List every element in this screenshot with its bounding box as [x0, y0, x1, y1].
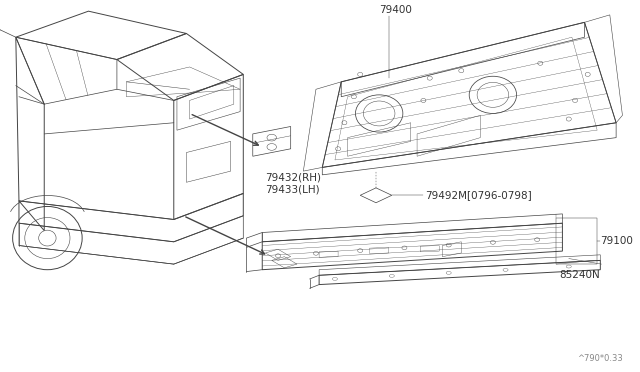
Text: 79492M[0796-0798]: 79492M[0796-0798]	[425, 190, 531, 200]
Text: ^790*0.33: ^790*0.33	[577, 354, 623, 363]
Text: 79432(RH)
79433(LH): 79432(RH) 79433(LH)	[266, 173, 321, 195]
Text: 85240N: 85240N	[559, 270, 600, 280]
Text: 79100: 79100	[600, 236, 633, 246]
Text: 79400: 79400	[379, 5, 412, 15]
